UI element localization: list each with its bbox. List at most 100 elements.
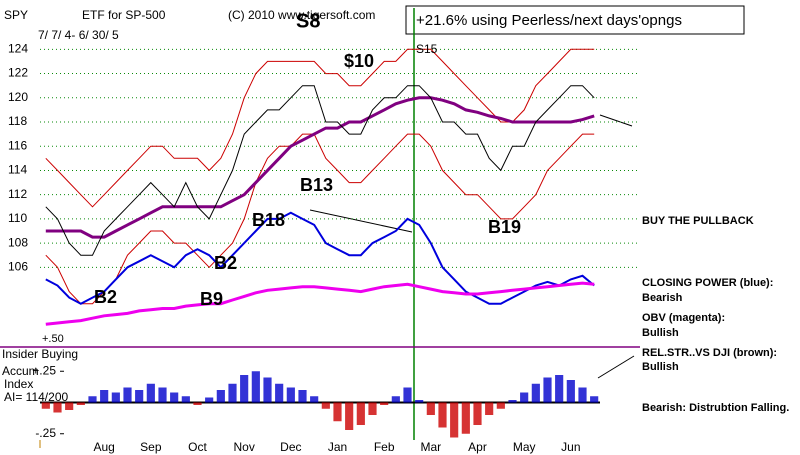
accum-bar [508,400,517,403]
headline: +21.6% using Peerless/next days'opngs [416,12,682,29]
annotation: +.50 [42,333,64,345]
accum-bar [275,383,284,403]
x-tick-label: Apr [468,440,487,454]
y-tick-label: 114 [8,163,27,177]
annotation: OBV (magenta): [642,312,725,324]
accum-bar [345,402,354,430]
trend-line [309,209,413,233]
x-tick-label: May [513,440,536,454]
accum-bar [566,380,575,403]
accum-bar [450,402,459,438]
accum-bar [170,392,179,403]
accum-bar [368,402,377,415]
y-tick-label: 106 [8,260,28,274]
accum-bar [100,390,109,403]
series-line [45,281,595,326]
annotation: AI= 114/200 [4,390,68,404]
accum-bar [193,402,202,405]
y-tick-label: 120 [8,90,28,104]
x-tick-label: Mar [420,440,441,454]
accum-bar [53,402,62,413]
accum-bar [380,402,389,405]
accum-bar [251,371,260,403]
y2-tick-label: +.25 [32,363,56,377]
annotation: Index [4,377,33,391]
y-tick-label: 124 [8,42,28,56]
accum-bar [111,392,120,403]
annotation: $10 [344,51,374,71]
annotation: Bearish: Distrubtion Falling. [642,402,789,414]
x-tick-label: Nov [233,440,254,454]
x-tick-label: Aug [93,440,114,454]
y-tick-label: 112 [8,187,27,201]
accum-bar [286,387,295,403]
x-tick-label: Feb [374,440,395,454]
accum-bar [216,390,225,403]
accum-bar [181,396,190,403]
accum-bar [321,402,330,409]
accum-bar [205,397,214,403]
annotation: B9 [200,289,223,309]
x-tick-label: Jun [561,440,580,454]
accum-bar [65,402,74,410]
accum-bar [391,396,400,403]
x-tick-label: Oct [188,440,207,454]
accum-bar [298,390,307,403]
accum-bar [415,400,424,403]
pointer-line [597,355,635,379]
series-line [45,133,595,305]
accum-bar [263,377,272,403]
accum-bar [531,383,540,403]
ticker: SPY [4,8,28,22]
accum-bar [41,402,50,409]
annotation: Bullish [642,327,679,339]
accum-bar [438,402,447,428]
chart-subtitle: 7/ 7/ 4- 6/ 30/ 5 [38,28,119,42]
annotation: S15 [416,42,438,56]
accum-bar [578,387,587,403]
annotation: Insider Buying [2,347,78,361]
chart-title: ETF for SP-500 [82,8,166,22]
annotation: B2 [214,253,237,273]
accum-bar [240,375,249,403]
accum-bar [88,396,97,403]
accum-bar [135,390,144,403]
annotation: CLOSING POWER (blue): [642,277,773,289]
series-line [45,211,595,305]
source: (C) 2010 www.tigersoft.com [228,8,375,22]
accum-bar [228,383,237,403]
pointer-line [599,114,633,127]
y-tick-label: 118 [8,114,27,128]
x-tick-label: Dec [280,440,301,454]
accum-bar [520,392,529,403]
series-line [45,48,595,208]
accum-bar [403,387,412,403]
accum-bar [485,402,494,415]
accum-bar [590,396,599,403]
annotation: S8 [296,10,320,32]
accum-bar [333,402,342,422]
accum-bar [146,383,155,403]
annotation: Bullish [642,361,679,373]
accum-bar [123,387,132,403]
accum-bar [76,402,85,405]
annotation: REL.STR..VS DJI (brown): [642,347,777,359]
accum-bar [310,396,319,403]
series-line [45,85,595,256]
y-tick-label: 116 [8,138,27,152]
annotation: B19 [488,217,521,237]
annotation: B18 [252,210,285,230]
annotation: B13 [300,175,333,195]
headline-box [405,5,745,35]
accum-bar [158,387,167,403]
y2-tick-label: -.25 [35,426,56,440]
accum-bar [473,402,482,425]
x-tick-label: Jan [328,440,347,454]
accum-bar [426,402,435,415]
y-tick-label: 108 [8,235,28,249]
y-tick-label: 122 [8,66,28,80]
accum-bar [555,375,564,403]
y-tick-label: 110 [8,211,27,225]
annotation: BUY THE PULLBACK [642,215,754,227]
